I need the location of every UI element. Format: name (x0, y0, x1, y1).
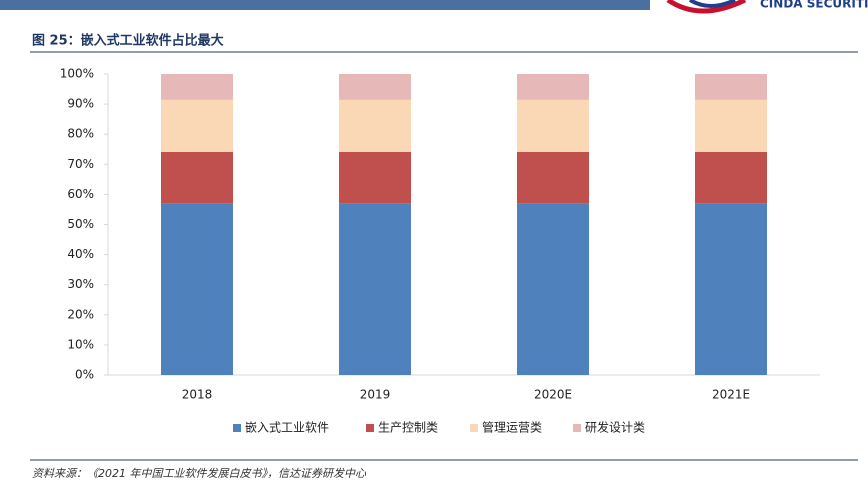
bar-segment (161, 99, 233, 152)
x-tick-label: 2020E (534, 388, 572, 402)
source: 资料来源：《2021 年中国工业软件发展白皮书》，信达证券研发中心 (32, 467, 367, 480)
bar-segment (695, 151, 767, 204)
bar-segment (517, 99, 589, 152)
x-tick-label: 2018 (182, 388, 213, 402)
bar-segment (695, 99, 767, 152)
header-band (0, 0, 650, 10)
y-tick-label: 50% (67, 217, 94, 231)
bar-segment (339, 203, 411, 375)
legend-swatch (366, 424, 374, 432)
y-tick-label: 10% (67, 337, 94, 351)
bar-segment (517, 74, 589, 100)
y-tick-label: 0% (75, 368, 94, 382)
y-tick-label: 20% (67, 307, 94, 321)
y-tick-label: 40% (67, 247, 94, 261)
bar-segment (339, 151, 411, 204)
bar-segment (695, 203, 767, 375)
y-tick-label: 100% (60, 67, 94, 81)
y-tick-label: 80% (67, 127, 94, 141)
bar-segment (339, 74, 411, 100)
x-tick-label: 2019 (360, 388, 391, 402)
logo-mark (688, 0, 736, 8)
logo-mark (666, 0, 747, 14)
legend-label: 生产控制类 (378, 421, 438, 435)
bar-segment (339, 99, 411, 152)
y-tick-label: 30% (67, 277, 94, 291)
bar-segment (161, 203, 233, 375)
legend-label: 管理运营类 (482, 420, 542, 435)
logo-text: CINDA SECURITI (760, 0, 868, 11)
y-tick-label: 70% (67, 157, 94, 171)
legend-swatch (470, 424, 478, 432)
bar-segment (517, 203, 589, 375)
y-tick-label: 90% (67, 97, 94, 111)
bar-segment (161, 74, 233, 100)
legend-label: 嵌入式工业软件 (245, 421, 329, 435)
legend-label: 研发设计类 (585, 420, 645, 435)
chart-title: 图 25：嵌入式工业软件占比最大 (32, 33, 224, 49)
x-tick-label: 2021E (712, 388, 750, 402)
legend-swatch (573, 424, 581, 432)
bar-segment (161, 151, 233, 204)
y-tick-label: 60% (67, 187, 94, 201)
bar-segment (695, 74, 767, 100)
legend-swatch (233, 424, 241, 432)
bar-segment (517, 151, 589, 204)
